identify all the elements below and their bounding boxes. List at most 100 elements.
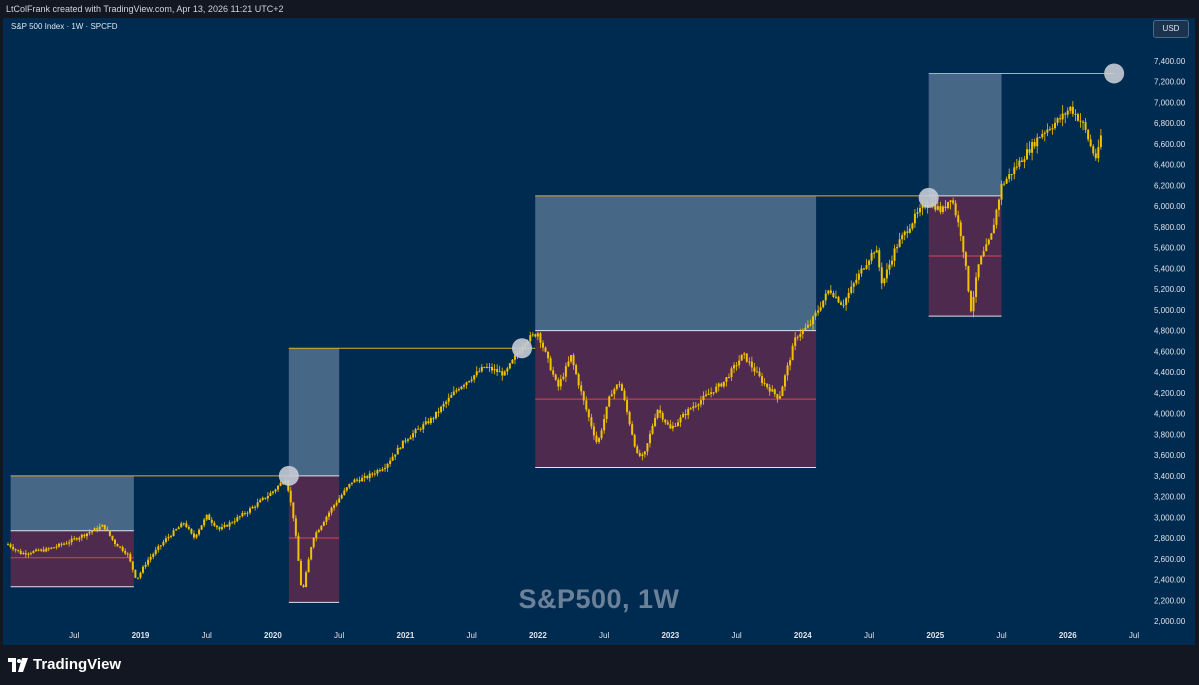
candle-body <box>1031 142 1034 153</box>
candle-body <box>422 424 425 430</box>
candle-body <box>315 532 318 538</box>
x-tick-label: 2019 <box>132 631 150 640</box>
candlestick-chart[interactable]: 2,000.00 2,200.00 2,400.00 2,600.00 2,800.00… <box>3 18 1195 645</box>
candle-body <box>195 534 198 538</box>
candle-body <box>356 479 359 481</box>
candle-body <box>957 215 960 223</box>
y-tick-label: 6,800.00 <box>1154 119 1186 128</box>
candle-body <box>659 409 662 414</box>
candle-body <box>119 546 122 548</box>
candle-body <box>903 231 906 236</box>
candle-body <box>91 530 94 533</box>
candle-body <box>982 251 985 257</box>
candle-body <box>725 377 728 382</box>
candle-body <box>735 365 738 367</box>
candle-body <box>22 553 25 555</box>
level-marker <box>1104 63 1125 84</box>
candle-body <box>631 424 634 435</box>
candle-body <box>684 413 687 416</box>
candle-body <box>860 268 863 274</box>
candle-body <box>134 569 137 578</box>
symbol-label[interactable]: S&P 500 Index · 1W · SPCFD <box>11 22 118 31</box>
candle-body <box>384 467 387 470</box>
candle-body <box>702 395 705 401</box>
candle-body <box>455 390 458 392</box>
candle-body <box>598 438 601 442</box>
candle-body <box>610 394 613 397</box>
candle-body <box>720 383 723 387</box>
candle-body <box>243 513 246 515</box>
candle-body <box>299 560 302 586</box>
candle-body <box>1059 118 1062 120</box>
candle-body <box>167 536 170 539</box>
candle-body <box>1069 106 1072 111</box>
candle-body <box>27 553 30 555</box>
candle-body <box>814 312 817 317</box>
candle-body <box>873 252 876 254</box>
candle-body <box>182 523 185 525</box>
candle-body <box>623 390 626 401</box>
candle-body <box>289 490 292 503</box>
candle-body <box>190 528 193 534</box>
candle-body <box>1018 160 1021 167</box>
y-tick-label: 6,400.00 <box>1154 161 1186 170</box>
candle-body <box>885 269 888 279</box>
candle-body <box>705 394 708 396</box>
candle-body <box>534 334 537 337</box>
candle-body <box>590 417 593 427</box>
candle-body <box>220 526 223 530</box>
candle-body <box>1056 118 1059 123</box>
candle-body <box>827 290 830 294</box>
candle-body <box>664 419 667 423</box>
candle-body <box>776 394 779 399</box>
candle-body <box>1051 128 1054 130</box>
candle-body <box>559 379 562 387</box>
candle-body <box>875 250 878 253</box>
candle-body <box>70 538 73 543</box>
candle-body <box>73 538 76 540</box>
candle-body <box>427 421 430 424</box>
candle-body <box>113 539 116 544</box>
candle-body <box>274 489 277 492</box>
candle-body <box>108 530 111 536</box>
candle-body <box>847 292 850 299</box>
candle-body <box>834 296 837 298</box>
y-tick-label: 6,000.00 <box>1154 202 1186 211</box>
candle-body <box>327 512 330 517</box>
candle-body <box>396 447 399 455</box>
candle-body <box>552 370 555 375</box>
tradingview-logo[interactable]: TradingView <box>8 656 121 673</box>
candle-body <box>585 400 588 410</box>
x-tick-label: Jul <box>864 631 874 640</box>
candle-body <box>63 543 66 545</box>
candle-body <box>758 371 761 377</box>
x-tick-label: Jul <box>599 631 609 640</box>
y-tick-label: 3,000.00 <box>1154 513 1186 522</box>
candle-body <box>457 389 460 391</box>
candle-body <box>142 566 145 573</box>
candle-body <box>1003 183 1006 185</box>
x-tick-label: Jul <box>69 631 79 640</box>
currency-button[interactable]: USD <box>1153 20 1189 38</box>
candle-body <box>648 433 651 444</box>
candle-body <box>862 268 865 270</box>
candle-body <box>317 529 320 533</box>
candle-body <box>987 239 990 245</box>
candle-body <box>343 490 346 495</box>
candle-body <box>325 516 328 522</box>
y-tick-label: 5,800.00 <box>1154 223 1186 232</box>
candle-body <box>954 203 957 216</box>
candle-body <box>990 233 993 240</box>
candle-body <box>745 353 748 362</box>
candle-body <box>671 425 674 429</box>
candle-body <box>531 334 534 336</box>
candle-body <box>506 368 509 372</box>
candle-body <box>791 345 794 361</box>
candle-body <box>85 533 88 537</box>
candle-body <box>868 260 871 266</box>
y-tick-label: 5,200.00 <box>1154 285 1186 294</box>
candle-body <box>651 426 654 434</box>
candle-body <box>210 519 213 523</box>
candle-body <box>437 411 440 413</box>
chart-area[interactable]: 2,000.00 2,200.00 2,400.00 2,600.00 2,800.00… <box>3 18 1195 645</box>
